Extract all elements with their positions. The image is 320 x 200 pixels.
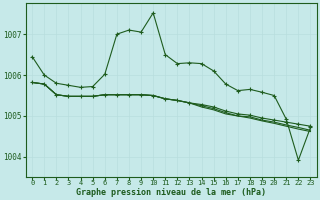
- X-axis label: Graphe pression niveau de la mer (hPa): Graphe pression niveau de la mer (hPa): [76, 188, 266, 197]
